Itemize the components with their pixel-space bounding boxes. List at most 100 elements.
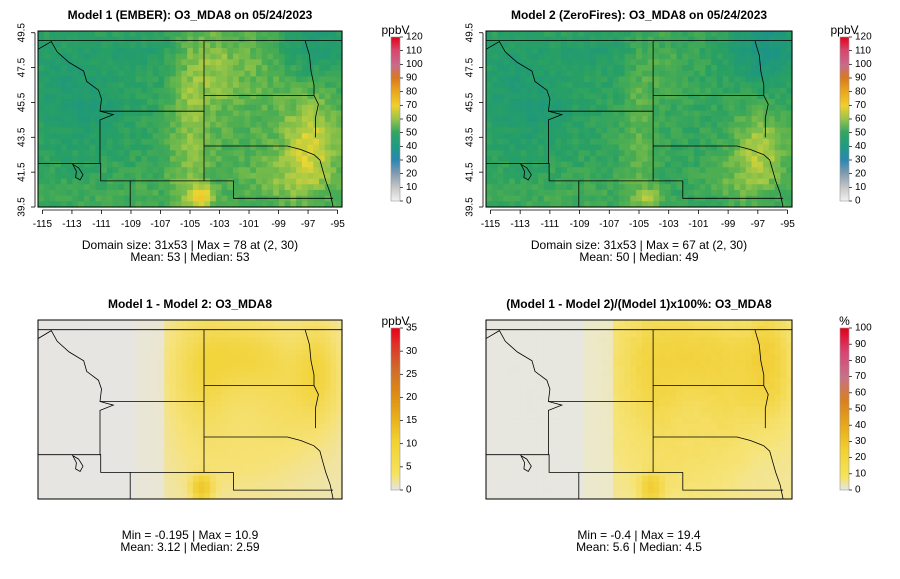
heatmap-cell	[95, 487, 102, 494]
heatmap-cell	[198, 127, 205, 134]
heatmap-cell	[101, 406, 108, 413]
heatmap-cell	[83, 429, 91, 437]
heatmap-cell	[261, 475, 269, 483]
heatmap-cell	[636, 150, 643, 157]
heatmap-cell	[89, 150, 96, 157]
heatmap-cell	[301, 423, 309, 431]
heatmap-cell	[278, 325, 286, 333]
heatmap-cell	[38, 144, 45, 151]
heatmap-cell	[101, 127, 108, 134]
heatmap-cell	[141, 36, 148, 43]
heatmap-cell	[60, 400, 68, 408]
heatmap-cell	[187, 447, 194, 454]
heatmap-cell	[152, 447, 160, 454]
heatmap-cell	[307, 42, 314, 49]
heatmap-cell	[158, 470, 165, 477]
heatmap-cell	[95, 395, 102, 402]
heatmap-cell	[118, 383, 125, 390]
heatmap-cell	[210, 452, 217, 460]
heatmap-cell	[238, 423, 246, 431]
heatmap-cell	[532, 138, 539, 146]
heatmap-cell	[699, 65, 706, 72]
heatmap-cell	[152, 172, 160, 180]
heatmap-cell	[129, 82, 137, 89]
heatmap-cell	[221, 53, 228, 60]
heatmap-cell	[83, 395, 91, 402]
heatmap-cell	[66, 435, 74, 442]
heatmap-cell	[198, 366, 205, 373]
heatmap-cell	[261, 435, 269, 442]
heatmap-cell	[238, 366, 246, 373]
heatmap-cell	[537, 70, 545, 78]
heatmap-cell	[124, 366, 131, 373]
heatmap-cell	[141, 178, 148, 185]
heatmap-cell	[514, 65, 522, 72]
heatmap-cell	[722, 42, 730, 49]
heatmap-cell	[267, 201, 274, 208]
heatmap-cell	[215, 389, 223, 396]
heatmap-cell	[670, 82, 678, 89]
heatmap-cell	[164, 337, 171, 344]
heatmap-cell	[169, 348, 177, 356]
heatmap-cell	[221, 150, 228, 157]
heatmap-cell	[55, 320, 62, 327]
heatmap-cell	[135, 201, 142, 208]
heatmap-cell	[112, 189, 119, 197]
heatmap-cell	[641, 167, 649, 174]
heatmap-cell	[722, 110, 730, 117]
heatmap-cell	[313, 366, 320, 373]
heatmap-cell	[175, 360, 182, 367]
heatmap-cell	[584, 144, 591, 151]
heatmap-cell	[55, 412, 62, 419]
heatmap-cell	[757, 116, 764, 123]
heatmap-cell	[584, 121, 591, 129]
heatmap-cell	[601, 87, 608, 95]
heatmap-cell	[261, 150, 269, 157]
heatmap-cell	[324, 53, 332, 60]
heatmap-cell	[124, 371, 131, 379]
heatmap-cell	[124, 87, 131, 95]
heatmap-cell	[129, 172, 137, 180]
heatmap-cell	[301, 172, 309, 180]
heatmap-cell	[267, 475, 274, 483]
heatmap-cell	[95, 441, 102, 448]
heatmap-cell	[572, 53, 579, 60]
heatmap-cell	[647, 42, 655, 49]
heatmap-cell	[693, 161, 701, 168]
heatmap-cell	[49, 201, 56, 208]
heatmap-cell	[555, 65, 562, 72]
heatmap-cell	[261, 348, 269, 356]
heatmap-cell	[204, 138, 211, 146]
heatmap-cell	[751, 138, 758, 146]
heatmap-cell	[38, 348, 45, 356]
heatmap-cell	[238, 464, 246, 471]
heatmap-cell	[204, 104, 211, 112]
heatmap-cell	[584, 65, 591, 72]
heatmap-cell	[49, 470, 56, 477]
heatmap-cell	[106, 435, 114, 442]
heatmap-cell	[336, 42, 343, 49]
heatmap-cell	[152, 110, 160, 117]
heatmap-cell	[204, 172, 211, 180]
heatmap-cell	[595, 70, 603, 78]
heatmap-cell	[175, 121, 182, 129]
heatmap-cell	[497, 31, 504, 38]
heatmap-cell	[653, 87, 660, 95]
heatmap-cell	[72, 452, 79, 460]
heatmap-cell	[158, 167, 165, 174]
heatmap-cell	[780, 116, 787, 123]
heatmap-cell	[319, 412, 326, 419]
heatmap-cell	[146, 76, 154, 83]
heatmap-cell	[653, 189, 660, 197]
heatmap-cell	[227, 76, 234, 83]
heatmap-cell	[330, 31, 337, 38]
heatmap-cell	[324, 70, 332, 78]
heatmap-cell	[49, 360, 56, 367]
heatmap-cell	[664, 155, 672, 163]
heatmap-cell	[83, 65, 91, 72]
heatmap-cell	[711, 82, 718, 89]
heatmap-cell	[175, 201, 182, 208]
heatmap-cell	[66, 201, 74, 208]
heatmap-cell	[757, 104, 764, 112]
heatmap-cell	[273, 87, 280, 95]
